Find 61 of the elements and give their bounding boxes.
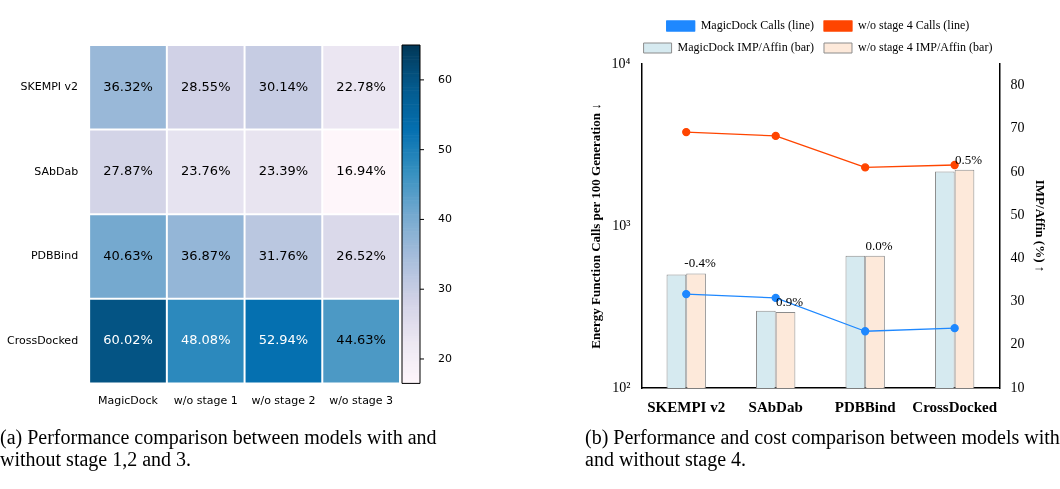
y2-tick-label: 50 <box>1010 206 1025 222</box>
data-label: 60.02% <box>103 332 153 348</box>
data-label: 36.87% <box>180 247 231 263</box>
y2-tick-label: 70 <box>1010 120 1025 136</box>
annotation: 0.0% <box>865 237 893 253</box>
y-tick-label: SAbDab <box>34 164 79 178</box>
y2-tick-label: 10 <box>1010 379 1025 395</box>
color-bar-label: 40 <box>438 212 452 226</box>
y2-tick-label: 80 <box>1010 77 1025 93</box>
y-tick-label: 10⁴ <box>611 55 631 71</box>
x-tick-label: SKEMPI v2 <box>647 398 726 415</box>
text: (a) Performance comparison between models with and without stage 1,2 and 3. <box>0 426 438 470</box>
y-tick-label: SKEMPI v2 <box>20 80 79 94</box>
y2-tick-label: 40 <box>1010 250 1025 266</box>
annotation: 0.5% <box>954 151 983 167</box>
color-bar-label: 50 <box>438 142 452 156</box>
y-axis-title: Energy Function Calls per 100 Generation ↓ <box>588 103 604 349</box>
y-tick-label: 10² <box>612 379 631 395</box>
point <box>682 289 691 299</box>
color-bar-label: 60 <box>438 72 452 86</box>
point <box>771 131 780 141</box>
x-tick-label: CrossDocked <box>912 398 998 415</box>
data-label: 23.76% <box>180 163 231 179</box>
color-bar-label: 30 <box>438 282 452 296</box>
x-tick-label: w/o stage 2 <box>251 393 316 407</box>
point <box>682 127 691 137</box>
annotation: -0.4% <box>684 255 716 271</box>
y2-tick-label: 20 <box>1010 336 1025 352</box>
legend-label: w/o stage 4 Calls (line) <box>858 18 970 33</box>
data-label: 31.76% <box>258 247 309 263</box>
color-bar-label: 20 <box>438 351 452 365</box>
legend-label: MagicDock Calls (line) <box>700 18 815 33</box>
data-label: 30.14% <box>258 78 309 94</box>
y2-axis-title: IMP/Affin (%) ↑ <box>1032 179 1048 273</box>
text: (b) Performance and cost comparison between models with and without stage 4. <box>585 426 1060 470</box>
legend-label: w/o stage 4 IMP/Affin (bar) <box>858 40 993 55</box>
data-label: 36.32% <box>103 78 153 94</box>
data-label: 26.52% <box>336 247 386 263</box>
x-tick-label: MagicDock <box>98 393 159 407</box>
data-label: 52.94% <box>258 332 309 348</box>
legend-label: MagicDock IMP/Affin (bar) <box>677 40 815 55</box>
data-label: 22.78% <box>336 78 386 94</box>
y2-tick-label: 30 <box>1010 293 1025 309</box>
x-tick-label: w/o stage 3 <box>329 393 394 407</box>
data-label: 23.39% <box>258 163 309 179</box>
x-tick-label: w/o stage 1 <box>173 393 238 407</box>
y-tick-label: 10³ <box>612 217 631 233</box>
point <box>861 327 870 336</box>
y-tick-label: PDBBind <box>30 249 79 263</box>
point <box>950 324 959 333</box>
data-label: 44.63% <box>336 332 386 348</box>
data-label: 27.87% <box>103 163 153 179</box>
x-tick-label: SAbDab <box>748 398 803 415</box>
data-label: 28.55% <box>180 78 231 94</box>
y-tick-label: CrossDocked <box>6 333 79 347</box>
point <box>861 163 870 172</box>
x-tick-label: PDBBind <box>834 398 897 415</box>
data-label: 48.08% <box>180 332 231 348</box>
data-label: 40.63% <box>103 247 153 263</box>
y2-tick-label: 60 <box>1010 163 1025 179</box>
data-label: 16.94% <box>336 163 386 179</box>
